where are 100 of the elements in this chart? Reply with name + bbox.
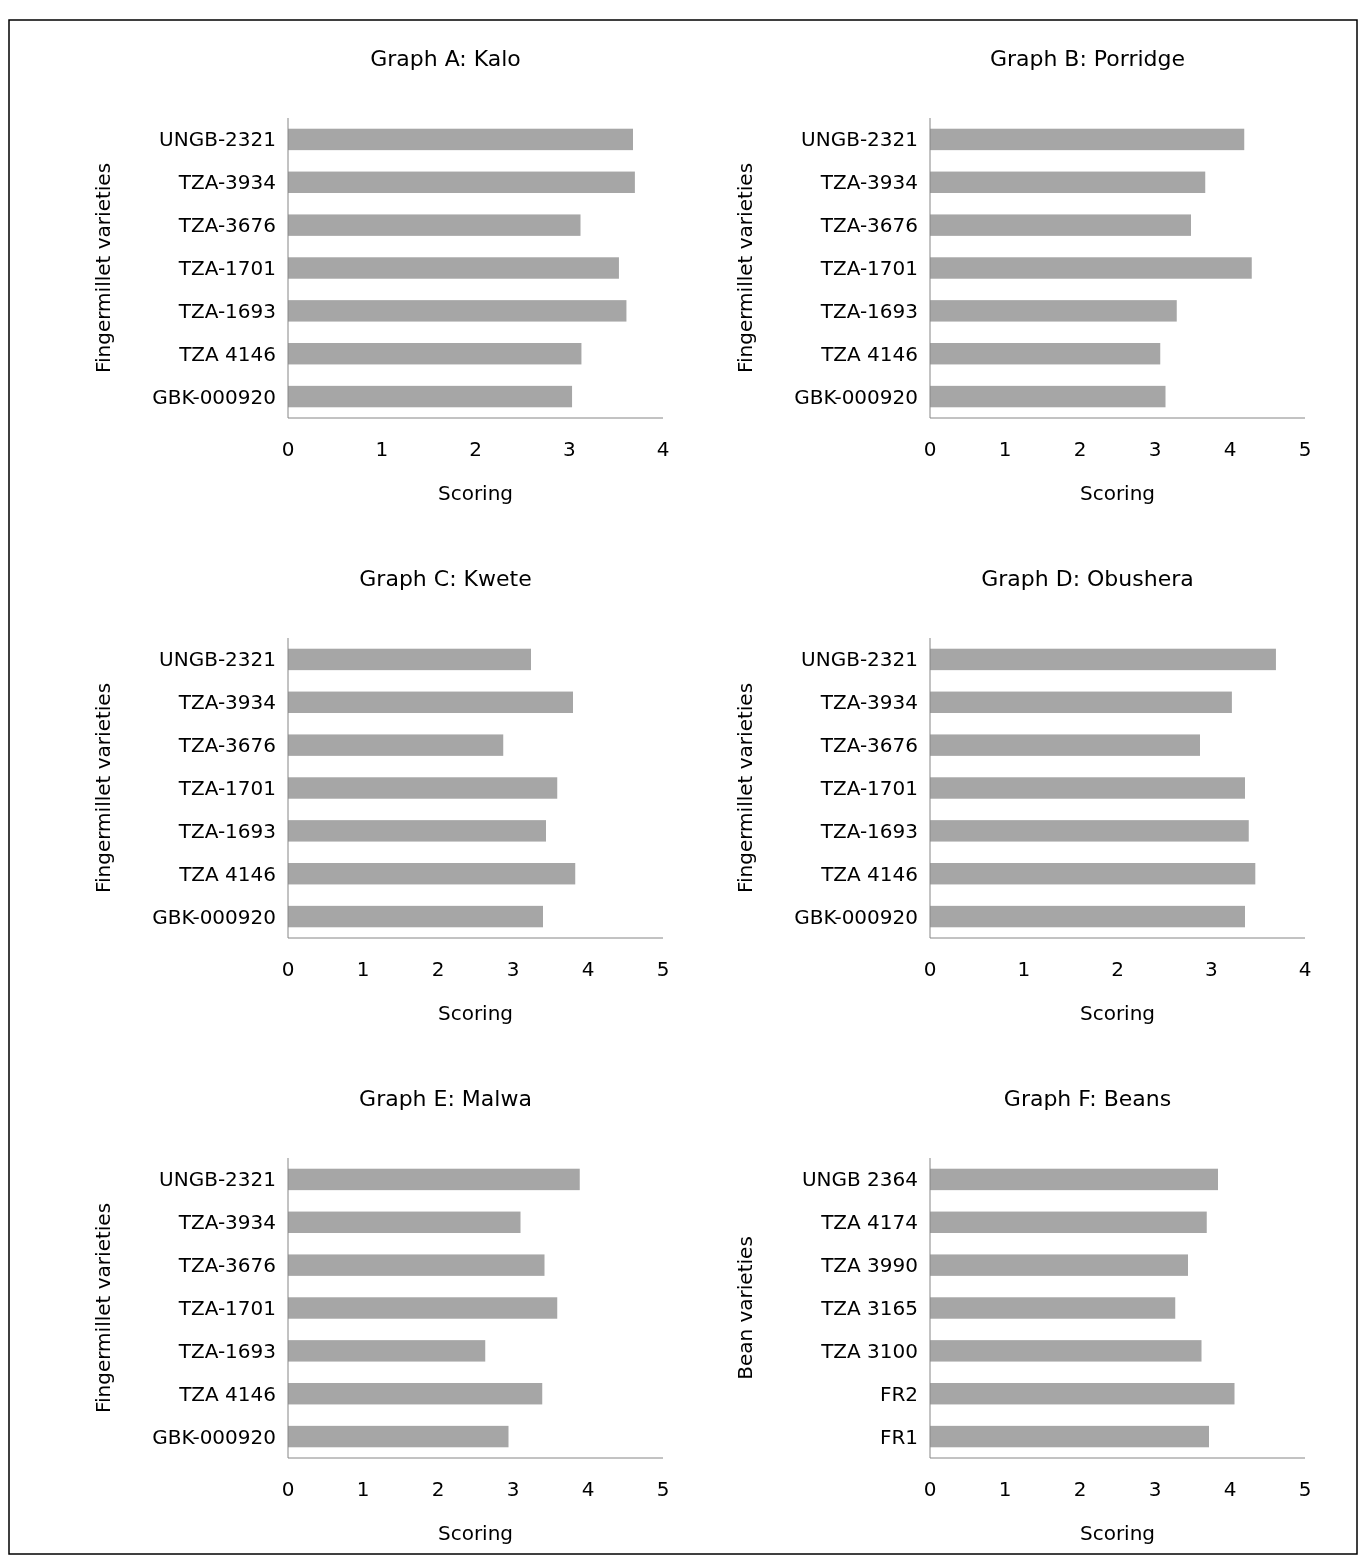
x-tick-label: 3 [562,437,576,461]
x-tick-label: 1 [356,1477,370,1501]
x-tick-label: 1 [1017,957,1031,981]
x-tick-label: 1 [998,1477,1012,1501]
y-tick-label: TZA-1693 [819,818,918,843]
bar [288,691,573,713]
bar [930,1211,1207,1233]
x-tick-label: 4 [1298,957,1312,981]
y-tick-label: TZA-1693 [177,818,276,843]
y-tick-label: UNGB 2364 [801,1167,918,1192]
bar [288,1254,545,1276]
bar [288,257,619,279]
bar [288,1383,543,1405]
x-tick-label: 2 [1111,957,1124,981]
bar [930,691,1232,713]
y-tick-label: GBK-000920 [794,904,918,929]
y-axis-title: Fingermillet varieties [733,162,757,374]
bar [288,214,581,236]
bar [288,1211,521,1233]
bar [288,128,633,151]
bar [930,300,1177,322]
y-tick-label: TZA-3676 [177,1253,276,1278]
y-tick-label: TZA-1701 [177,1296,276,1320]
y-tick-label: TZA-3934 [177,170,276,195]
y-tick-label: UNGB-2321 [159,127,276,152]
bar [288,1340,486,1362]
x-tick-label: 1 [998,437,1012,461]
bar [288,300,627,322]
bar [930,1425,1209,1448]
chart-title: Graph C: Kwete [359,566,532,591]
y-tick-label: TZA-1693 [819,298,918,323]
x-tick-label: 3 [1148,1477,1162,1501]
bar [288,385,573,408]
x-tick-label: 3 [506,957,520,981]
y-tick-label: TZA-1693 [177,1338,276,1363]
bar [288,905,543,928]
bar [930,128,1245,151]
y-tick-label: TZA 4174 [820,1210,918,1235]
bar [930,863,1256,885]
chart-title: Graph A: Kalo [370,46,521,71]
chart-title: Graph F: Beans [1003,1086,1172,1111]
bar [930,343,1161,365]
x-tick-label: 0 [281,957,295,981]
bar [930,648,1276,671]
y-tick-label: TZA-3676 [177,733,276,758]
x-tick-label: 5 [656,1477,670,1501]
y-tick-label: TZA 3990 [820,1253,918,1278]
y-tick-label: TZA-3934 [177,1210,276,1235]
bar [930,385,1166,408]
bar [288,1425,509,1448]
bar [930,1297,1176,1319]
x-tick-label: 4 [1223,437,1237,461]
y-axis-title: Bean varieties [733,1236,757,1380]
y-tick-label: UNGB-2321 [801,647,918,672]
y-tick-label: TZA 3100 [820,1338,918,1363]
bar [930,734,1200,756]
y-axis-title: Fingermillet varieties [91,1202,115,1414]
bar [930,777,1245,799]
y-tick-label: UNGB-2321 [159,647,276,672]
y-tick-label: GBK-000920 [794,384,918,409]
x-tick-label: 0 [281,1477,295,1501]
bar [930,1383,1235,1405]
bar [288,1297,558,1319]
y-tick-label: TZA-3676 [177,213,276,238]
x-tick-label: 5 [1298,437,1312,461]
x-tick-label: 4 [581,957,595,981]
y-tick-label: TZA 4146 [820,341,918,366]
x-tick-label: 1 [356,957,370,981]
y-tick-label: TZA-1701 [177,776,276,800]
x-tick-label: 2 [1073,1477,1087,1501]
x-tick-label: 2 [431,957,445,981]
y-tick-label: GBK-000920 [152,384,276,409]
bar [930,1254,1188,1276]
y-tick-label: GBK-000920 [152,904,276,929]
x-tick-label: 2 [1073,437,1087,461]
y-tick-label: TZA-3934 [177,690,276,715]
y-tick-label: TZA-3934 [819,170,918,195]
x-tick-label: 5 [656,957,670,981]
x-axis-title: Scoring [437,1521,514,1545]
bar [930,905,1245,928]
x-tick-label: 4 [581,1477,595,1501]
bar [288,1168,580,1191]
bar [288,820,546,842]
y-tick-label: TZA 4146 [178,341,276,366]
y-tick-label: GBK-000920 [152,1424,276,1449]
bar [288,343,582,365]
y-tick-label: UNGB-2321 [801,127,918,152]
y-tick-label: TZA-3934 [819,690,918,715]
bar [930,820,1249,842]
bar [288,863,576,885]
y-tick-label: TZA 4146 [178,861,276,886]
x-tick-label: 3 [1148,437,1162,461]
x-tick-label: 5 [1298,1477,1312,1501]
x-axis-title: Scoring [1079,481,1156,505]
chart-title: Graph E: Malwa [359,1086,532,1111]
y-axis-title: Fingermillet varieties [91,682,115,894]
bar [930,171,1206,193]
bar [930,257,1252,279]
y-tick-label: TZA 4146 [820,861,918,886]
bar [288,734,504,756]
